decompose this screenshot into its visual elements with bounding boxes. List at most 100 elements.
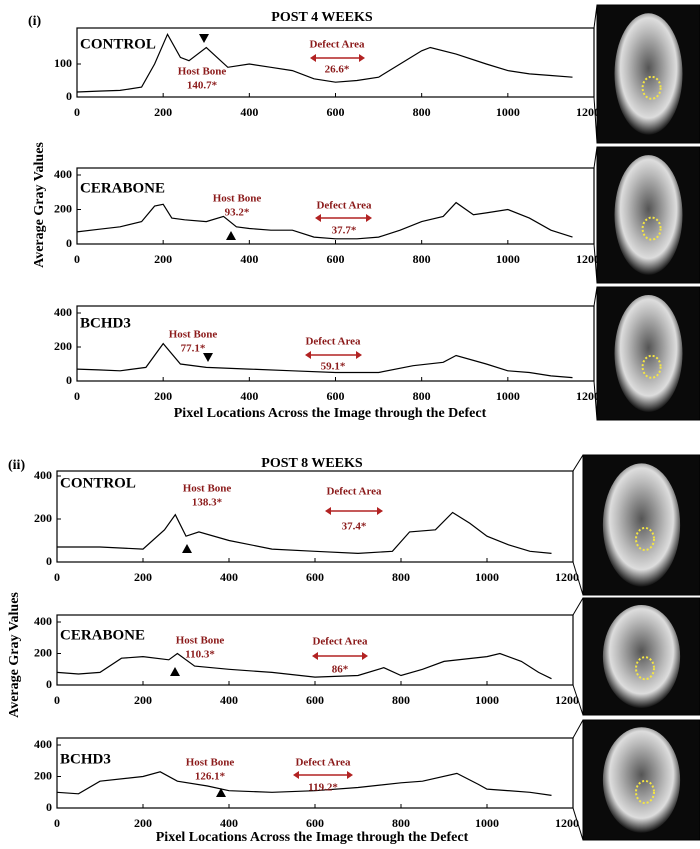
y-axis-label: Average Gray Values bbox=[32, 142, 47, 268]
x-tick-label: 0 bbox=[54, 816, 60, 830]
defect-value: 37.4* bbox=[342, 521, 367, 533]
x-tick-label: 200 bbox=[134, 693, 152, 707]
y-tick-label: 200 bbox=[54, 201, 72, 215]
x-tick-label: 800 bbox=[413, 105, 431, 119]
marker-triangle bbox=[170, 667, 180, 676]
x-tick-label: 1000 bbox=[475, 693, 499, 707]
y-tick-label: 400 bbox=[34, 468, 52, 482]
defect-circle bbox=[635, 527, 656, 551]
arrow-head bbox=[325, 507, 383, 515]
connector bbox=[572, 684, 584, 716]
x-tick-label: 0 bbox=[54, 693, 60, 707]
host-bone-label: Host Bone bbox=[186, 757, 235, 769]
defect-label: Defect Area bbox=[295, 757, 351, 769]
axes-frame bbox=[56, 614, 574, 686]
y-tick-label: 400 bbox=[34, 737, 52, 751]
arrow-head bbox=[312, 652, 368, 660]
host-bone-value: 126.1* bbox=[195, 771, 226, 783]
x-tick-label: 600 bbox=[306, 693, 324, 707]
defect-value: 26.6* bbox=[325, 64, 350, 76]
y-tick-label: 0 bbox=[66, 236, 72, 250]
chart-title: BCHD3 bbox=[60, 751, 111, 767]
x-tick-label: 0 bbox=[74, 389, 80, 403]
y-tick-label: 400 bbox=[54, 167, 72, 181]
skull bbox=[602, 463, 681, 587]
x-tick-label: 1000 bbox=[496, 252, 520, 266]
connector bbox=[572, 807, 584, 841]
y-tick-label: 0 bbox=[46, 800, 52, 814]
profile-line bbox=[76, 342, 573, 379]
chart: 0 200 400 600 800 1000 1200 0 200 400 CERABONE Host… bbox=[34, 597, 700, 716]
skull bbox=[614, 13, 683, 135]
x-tick-label: 400 bbox=[240, 105, 258, 119]
x-tick-label: 1200 bbox=[576, 389, 600, 403]
host-bone-value: 77.1* bbox=[181, 343, 206, 355]
connector bbox=[572, 454, 584, 472]
host-bone-label: Host Bone bbox=[169, 329, 218, 341]
x-tick-label: 600 bbox=[327, 105, 345, 119]
skull bbox=[602, 605, 681, 708]
marker-triangle bbox=[226, 231, 236, 240]
defect-value: 37.7* bbox=[332, 225, 357, 237]
host-bone-value: 110.3* bbox=[185, 649, 215, 661]
x-tick-label: 400 bbox=[240, 389, 258, 403]
x-tick-label: 1200 bbox=[555, 693, 579, 707]
defect-label: Defect Area bbox=[312, 636, 368, 648]
x-tick-label: 600 bbox=[306, 570, 324, 584]
skull bbox=[614, 155, 683, 275]
x-tick-label: 1200 bbox=[576, 252, 600, 266]
x-tick-label: 1000 bbox=[475, 570, 499, 584]
x-axis-label: Pixel Locations Across the Image through… bbox=[156, 830, 469, 845]
defect-circle bbox=[641, 75, 662, 100]
y-tick-label: 200 bbox=[34, 645, 52, 659]
host-bone-label: Host Bone bbox=[176, 635, 225, 647]
panel-label: (i) bbox=[28, 14, 42, 29]
arrow-head bbox=[293, 771, 353, 779]
x-tick-label: 200 bbox=[154, 252, 172, 266]
defect-value: 119.2* bbox=[308, 782, 338, 794]
x-tick-label: 200 bbox=[154, 389, 172, 403]
host-bone-value: 93.2* bbox=[225, 207, 250, 219]
x-tick-label: 600 bbox=[327, 252, 345, 266]
x-tick-label: 600 bbox=[306, 816, 324, 830]
host-bone-value: 140.7* bbox=[187, 80, 218, 92]
x-tick-label: 1000 bbox=[496, 105, 520, 119]
chart: 0 200 400 600 800 1000 1200 0 100 CONTROL Host Bon… bbox=[54, 4, 700, 144]
defect-circle bbox=[635, 656, 656, 681]
x-tick-label: 0 bbox=[74, 252, 80, 266]
x-tick-label: 0 bbox=[74, 105, 80, 119]
chart: 0 200 400 600 800 1000 1200 0 200 400 BCHD3 Host Bo… bbox=[34, 719, 700, 841]
y-tick-label: 400 bbox=[34, 614, 52, 628]
chart-title: CERABONE bbox=[60, 627, 145, 643]
y-tick-label: 200 bbox=[54, 339, 72, 353]
connector bbox=[572, 561, 584, 596]
skull bbox=[602, 727, 681, 833]
profile-line bbox=[57, 511, 552, 555]
profile-line bbox=[76, 32, 573, 93]
x-tick-label: 1200 bbox=[555, 816, 579, 830]
host-bone-label: Host Bone bbox=[213, 193, 262, 205]
x-tick-label: 800 bbox=[413, 252, 431, 266]
x-tick-label: 400 bbox=[240, 252, 258, 266]
y-tick-label: 0 bbox=[46, 554, 52, 568]
connector bbox=[572, 719, 584, 739]
x-tick-label: 400 bbox=[220, 570, 238, 584]
defect-circle bbox=[641, 354, 662, 379]
connector bbox=[572, 597, 584, 616]
x-tick-label: 800 bbox=[392, 693, 410, 707]
x-tick-label: 600 bbox=[327, 389, 345, 403]
chart-title: CONTROL bbox=[80, 36, 156, 52]
y-tick-label: 0 bbox=[66, 373, 72, 387]
x-tick-label: 800 bbox=[413, 389, 431, 403]
defect-value: 59.1* bbox=[321, 361, 346, 373]
host-bone-label: Host Bone bbox=[183, 483, 232, 495]
panel-label: (ii) bbox=[8, 458, 25, 473]
marker-triangle bbox=[182, 544, 192, 553]
arrow-head bbox=[305, 351, 362, 359]
x-tick-label: 1200 bbox=[555, 570, 579, 584]
y-tick-label: 200 bbox=[34, 511, 52, 525]
y-axis-label: Average Gray Values bbox=[7, 592, 22, 718]
axes-frame bbox=[56, 737, 574, 809]
x-axis-label: Pixel Locations Across the Image through… bbox=[174, 406, 487, 421]
